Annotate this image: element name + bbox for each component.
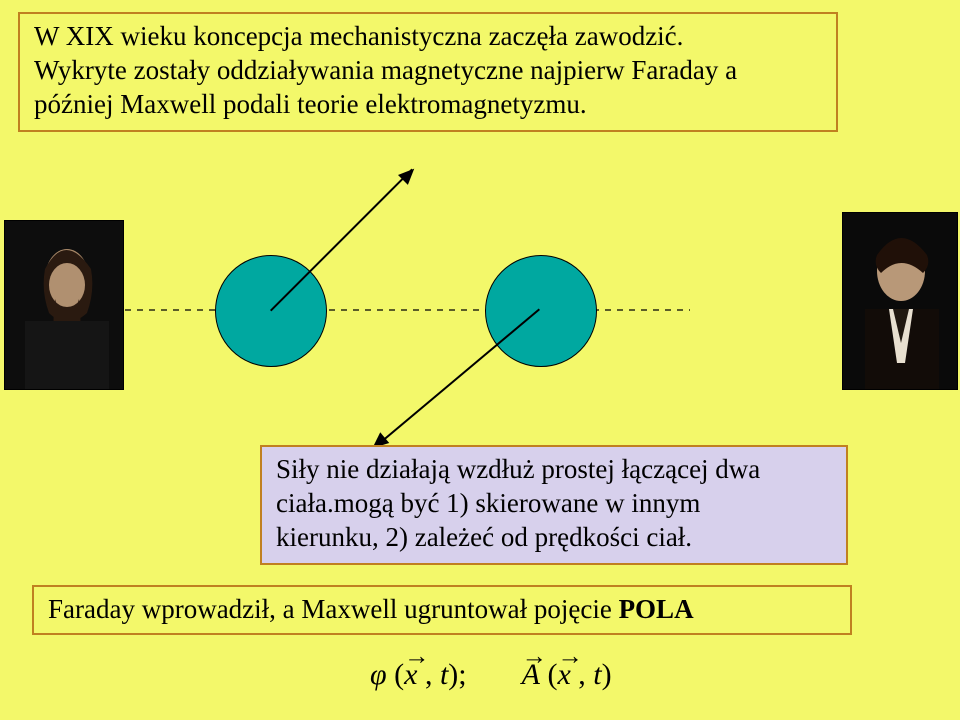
intro-line-3: później Maxwell podali teorie elektromag… xyxy=(34,88,822,122)
maxwell-portrait xyxy=(4,220,124,390)
eq-x1: x xyxy=(404,658,417,692)
forces-box: Siły nie działają wzdłuż prostej łączące… xyxy=(260,445,848,565)
force-arrow-right xyxy=(374,308,540,448)
pola-box: Faraday wprowadził, a Maxwell ugruntował… xyxy=(32,585,852,635)
forces-line-1: Siły nie działają wzdłuż prostej łączące… xyxy=(276,453,832,487)
eq-x2: x xyxy=(557,658,570,692)
pola-text-bold: POLA xyxy=(619,594,694,624)
intro-line-2: Wykryte zostały oddziaływania magnetyczn… xyxy=(34,54,822,88)
body-right xyxy=(485,255,597,367)
field-equation: φ (x , t); A (x , t) xyxy=(370,658,612,692)
intro-box: W XIX wieku koncepcja mechanistyczna zac… xyxy=(18,12,838,132)
forces-line-2: ciała.mogą być 1) skierowane w innym xyxy=(276,487,832,521)
faraday-portrait xyxy=(842,212,958,390)
force-arrow-left xyxy=(270,169,413,312)
pola-text-plain: Faraday wprowadził, a Maxwell ugruntował… xyxy=(48,594,619,624)
eq-phi: φ xyxy=(370,658,387,691)
eq-t2: t xyxy=(593,658,601,691)
forces-line-3: kierunku, 2) zależeć od prędkości ciał. xyxy=(276,521,832,555)
intro-line-1: W XIX wieku koncepcja mechanistyczna zac… xyxy=(34,20,822,54)
eq-A: A xyxy=(522,658,540,692)
